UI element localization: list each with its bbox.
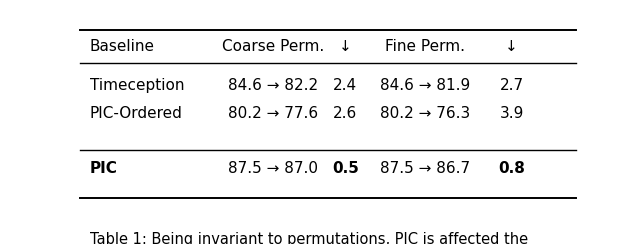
Text: Fine Perm.: Fine Perm. <box>385 39 465 54</box>
Text: 87.5 → 86.7: 87.5 → 86.7 <box>380 161 470 176</box>
Text: Table 1: Being invariant to permutations, PIC is affected the: Table 1: Being invariant to permutations… <box>90 232 528 244</box>
Text: 3.9: 3.9 <box>499 106 524 121</box>
Text: Coarse Perm.: Coarse Perm. <box>222 39 324 54</box>
Text: ↓: ↓ <box>505 39 518 54</box>
Text: ↓: ↓ <box>339 39 352 54</box>
Text: 84.6 → 82.2: 84.6 → 82.2 <box>228 78 319 93</box>
Text: Baseline: Baseline <box>90 39 155 54</box>
Text: 2.7: 2.7 <box>499 78 524 93</box>
Text: 80.2 → 76.3: 80.2 → 76.3 <box>380 106 470 121</box>
Text: 2.6: 2.6 <box>333 106 358 121</box>
Text: 80.2 → 77.6: 80.2 → 77.6 <box>228 106 319 121</box>
Text: 0.5: 0.5 <box>332 161 359 176</box>
Text: PIC: PIC <box>90 161 118 176</box>
Text: 87.5 → 87.0: 87.5 → 87.0 <box>228 161 319 176</box>
Text: Timeception: Timeception <box>90 78 184 93</box>
Text: 84.6 → 81.9: 84.6 → 81.9 <box>380 78 470 93</box>
Text: 0.8: 0.8 <box>498 161 525 176</box>
Text: PIC-Ordered: PIC-Ordered <box>90 106 183 121</box>
Text: 2.4: 2.4 <box>333 78 357 93</box>
